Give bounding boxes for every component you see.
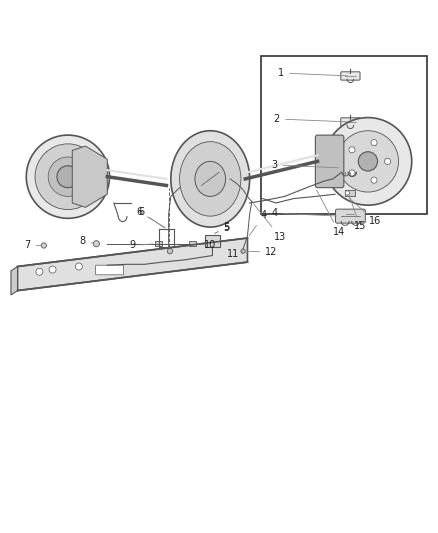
Polygon shape bbox=[72, 146, 107, 207]
Circle shape bbox=[26, 135, 110, 219]
Circle shape bbox=[48, 157, 88, 197]
Circle shape bbox=[36, 268, 43, 275]
Circle shape bbox=[345, 191, 350, 195]
Text: 1: 1 bbox=[278, 68, 348, 78]
Text: 12: 12 bbox=[246, 247, 277, 257]
Circle shape bbox=[371, 177, 377, 183]
Circle shape bbox=[324, 118, 412, 205]
Bar bbox=[205, 235, 220, 247]
FancyBboxPatch shape bbox=[336, 209, 365, 223]
Bar bbox=[155, 241, 162, 246]
Text: 4: 4 bbox=[272, 208, 337, 218]
Circle shape bbox=[49, 266, 56, 273]
Circle shape bbox=[57, 166, 79, 188]
Text: 4: 4 bbox=[249, 211, 267, 236]
Circle shape bbox=[358, 152, 378, 171]
Bar bbox=[261, 56, 427, 214]
Bar bbox=[345, 190, 355, 197]
Text: 8: 8 bbox=[79, 236, 94, 246]
Text: 3: 3 bbox=[272, 160, 339, 170]
Circle shape bbox=[385, 158, 391, 165]
Text: 6: 6 bbox=[136, 207, 166, 228]
Ellipse shape bbox=[180, 142, 241, 216]
Text: 11: 11 bbox=[226, 249, 243, 259]
FancyBboxPatch shape bbox=[315, 135, 344, 188]
Bar bbox=[189, 241, 196, 246]
Text: 5: 5 bbox=[215, 223, 230, 233]
Text: 15: 15 bbox=[349, 196, 366, 231]
Text: 14: 14 bbox=[317, 190, 345, 237]
Circle shape bbox=[337, 131, 399, 192]
Circle shape bbox=[241, 249, 245, 253]
Polygon shape bbox=[11, 266, 18, 295]
Ellipse shape bbox=[171, 131, 250, 227]
Circle shape bbox=[35, 144, 101, 209]
Circle shape bbox=[349, 147, 355, 153]
FancyBboxPatch shape bbox=[341, 118, 360, 126]
Polygon shape bbox=[18, 238, 247, 290]
Ellipse shape bbox=[195, 161, 226, 197]
Text: 5: 5 bbox=[215, 222, 230, 233]
FancyBboxPatch shape bbox=[95, 265, 124, 275]
FancyBboxPatch shape bbox=[341, 72, 360, 80]
Text: 9: 9 bbox=[130, 240, 153, 251]
FancyBboxPatch shape bbox=[338, 163, 363, 174]
Circle shape bbox=[93, 241, 99, 247]
Text: 16: 16 bbox=[350, 198, 381, 227]
Text: 13: 13 bbox=[254, 204, 286, 242]
Circle shape bbox=[75, 263, 82, 270]
Circle shape bbox=[349, 170, 355, 176]
Circle shape bbox=[371, 140, 377, 146]
Circle shape bbox=[41, 243, 46, 248]
Text: 6: 6 bbox=[138, 207, 164, 228]
Text: 10: 10 bbox=[198, 240, 216, 251]
Text: 7: 7 bbox=[25, 240, 41, 251]
Circle shape bbox=[167, 248, 173, 254]
Text: 2: 2 bbox=[274, 114, 348, 124]
